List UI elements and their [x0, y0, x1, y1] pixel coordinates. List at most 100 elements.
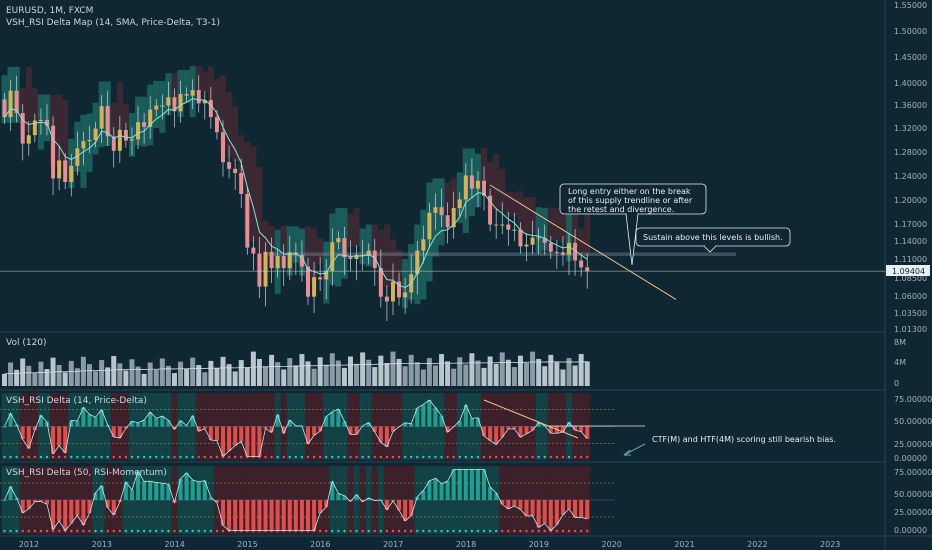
histogram-bar [585, 426, 590, 439]
histogram-bar [281, 426, 286, 434]
volume-bar [123, 370, 129, 386]
histogram-bar [245, 500, 250, 531]
volume-bar [493, 363, 499, 386]
histogram-bar [500, 426, 505, 438]
candle-body [93, 128, 98, 140]
score-dot [537, 455, 540, 459]
score-dot [513, 529, 516, 533]
histogram-bar [245, 426, 250, 457]
volume-bar [530, 351, 536, 386]
price-tick: 1.40000 [894, 79, 927, 88]
time-tick: 2013 [92, 540, 112, 549]
score-dot [367, 455, 370, 459]
volume-bar [263, 366, 269, 386]
candle-body [75, 148, 80, 166]
histogram-bar [51, 426, 56, 454]
score-dot [155, 529, 158, 533]
volume-bars [2, 351, 590, 386]
candle-body [585, 267, 590, 272]
candle-body [287, 252, 292, 269]
cloud-segment [553, 208, 560, 241]
histogram-bar [312, 500, 317, 531]
candle-body [506, 224, 511, 230]
candle-body [202, 100, 207, 104]
volume-bar [317, 357, 323, 386]
candle-body [142, 122, 147, 127]
volume-bar [347, 356, 353, 386]
histogram-bar [263, 500, 268, 531]
volume-bar [432, 365, 438, 386]
histogram-bar [257, 500, 262, 531]
score-dot [203, 529, 207, 533]
score-dot [561, 455, 565, 459]
histogram-bar [63, 500, 68, 531]
histogram-bar [306, 426, 310, 444]
cloud-segment [493, 153, 500, 210]
time-tick: 2017 [383, 540, 403, 549]
price-tick: 1.55000 [894, 1, 927, 10]
price-panel[interactable] [0, 0, 885, 330]
histogram-bar [342, 421, 347, 427]
score-dot [361, 455, 364, 459]
candle-body [512, 229, 517, 231]
score-dot [318, 455, 322, 459]
histogram-bar [148, 481, 153, 500]
price-tick: 1.06000 [894, 292, 927, 301]
histogram-bar [196, 426, 201, 432]
histogram-bar [178, 420, 183, 427]
histogram-bar [257, 426, 262, 457]
volume-bar [354, 363, 360, 386]
score-dot [39, 529, 43, 533]
rsi-delta-14-panel [0, 393, 645, 460]
histogram-bar [384, 426, 389, 447]
cloud-segment [347, 213, 354, 247]
volume-bar [366, 359, 372, 386]
price-tick: 1.14000 [894, 237, 927, 246]
score-dot [555, 455, 559, 459]
candle-body [136, 122, 141, 140]
volume-bar [74, 368, 80, 386]
candle-body [354, 254, 359, 259]
histogram-bar [372, 426, 377, 432]
volume-bar [487, 356, 493, 386]
histogram-bar [154, 482, 159, 500]
histogram-bar [233, 426, 238, 446]
score-dot [27, 455, 30, 459]
histogram-bar [148, 412, 153, 427]
score-dot [482, 529, 486, 533]
candle-body [148, 109, 153, 127]
volume-bar [56, 364, 62, 386]
histogram-bar [366, 498, 371, 500]
score-dot [203, 455, 207, 459]
candle-body [99, 106, 104, 129]
volume-bar [469, 353, 475, 386]
volume-bar [208, 360, 214, 386]
histogram-bar [136, 422, 141, 427]
candle-body [221, 132, 226, 163]
histogram-bar [142, 481, 147, 500]
histogram-bar [506, 500, 511, 509]
histogram-bar [427, 480, 432, 500]
histogram-bar [306, 500, 310, 531]
histogram-bar [105, 500, 110, 508]
sustain-zone-band [268, 252, 736, 256]
candle-body [299, 254, 304, 267]
price-tick: 1.50000 [894, 27, 927, 36]
current-price-label: 1.09404 [892, 267, 925, 276]
histogram-bar [190, 415, 195, 427]
histogram-bar [397, 500, 402, 511]
candle-body [239, 173, 244, 194]
histogram-bar [202, 426, 207, 429]
volume-bar [86, 364, 92, 386]
histogram-bar [409, 423, 414, 427]
time-tick: 2023 [820, 540, 840, 549]
volume-bar [44, 369, 50, 386]
histogram-bar [567, 422, 572, 427]
score-dot [440, 455, 443, 459]
histogram-bar [287, 420, 292, 427]
score-dot [173, 529, 176, 533]
candle-body [318, 277, 323, 280]
score-dot [300, 455, 304, 459]
score-dot [355, 455, 358, 459]
